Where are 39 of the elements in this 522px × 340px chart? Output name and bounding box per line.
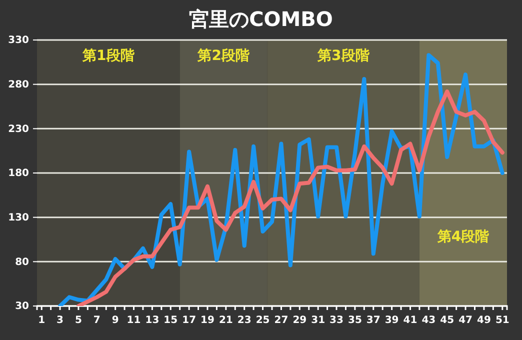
x-tick-label: 23 (237, 315, 252, 326)
x-tick-label: 19 (200, 315, 214, 326)
x-tick-label: 3 (56, 315, 64, 326)
x-tick-label: 43 (422, 315, 436, 326)
x-tick-label: 37 (366, 315, 380, 326)
x-tick-label: 33 (330, 315, 344, 326)
x-tick-label: 7 (93, 315, 100, 326)
x-tick-label: 1 (38, 315, 46, 326)
y-tick-label: 180 (8, 168, 30, 180)
x-tick-label: 25 (256, 315, 270, 326)
x-tick-label: 45 (440, 315, 454, 326)
y-tick-label: 330 (8, 35, 30, 46)
x-tick-label: 49 (477, 315, 491, 326)
band-label: 第1段階 (82, 48, 136, 64)
y-tick-label: 30 (15, 301, 30, 312)
x-tick-label: 31 (311, 315, 326, 326)
chart-title: 宮里のCOMBO (189, 7, 333, 31)
band-label: 第2段階 (196, 48, 250, 64)
x-tick-label: 17 (182, 315, 196, 326)
x-tick-label: 11 (126, 315, 141, 326)
x-tick-label: 21 (218, 315, 233, 326)
band-label: 第4段階 (436, 229, 490, 245)
y-tick-label: 130 (8, 212, 30, 224)
x-tick-label: 13 (145, 315, 160, 326)
x-tick-label: 41 (403, 315, 418, 326)
y-tick-label: 230 (8, 124, 30, 135)
x-tick-label: 39 (384, 315, 399, 326)
x-tick-label: 5 (74, 315, 82, 326)
band-label: 第3段階 (316, 48, 370, 64)
y-tick-label: 280 (8, 80, 30, 91)
x-tick-label: 47 (458, 315, 473, 326)
x-tick-label: 35 (348, 315, 362, 326)
y-tick-label: 80 (15, 256, 30, 268)
x-tick-label: 51 (495, 315, 510, 326)
x-tick-label: 29 (292, 315, 307, 326)
x-tick-label: 15 (164, 315, 178, 326)
x-tick-label: 27 (274, 315, 288, 326)
line-series (76, 89, 504, 306)
x-tick-label: 9 (112, 315, 119, 326)
